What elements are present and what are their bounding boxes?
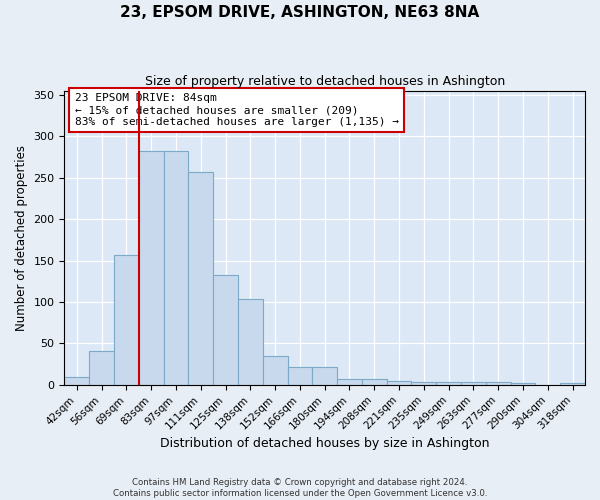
Y-axis label: Number of detached properties: Number of detached properties <box>15 144 28 330</box>
Bar <box>213 274 238 385</box>
Bar <box>486 382 511 385</box>
Bar <box>461 382 486 385</box>
Bar <box>64 376 89 385</box>
Bar <box>139 151 164 385</box>
Bar <box>560 383 585 385</box>
X-axis label: Distribution of detached houses by size in Ashington: Distribution of detached houses by size … <box>160 437 490 450</box>
Bar <box>287 368 313 385</box>
Text: 23 EPSOM DRIVE: 84sqm
← 15% of detached houses are smaller (209)
83% of semi-det: 23 EPSOM DRIVE: 84sqm ← 15% of detached … <box>75 94 399 126</box>
Bar <box>188 172 213 385</box>
Bar <box>263 356 287 385</box>
Bar <box>89 351 114 385</box>
Bar <box>362 379 386 385</box>
Title: Size of property relative to detached houses in Ashington: Size of property relative to detached ho… <box>145 75 505 88</box>
Bar <box>412 382 436 385</box>
Bar <box>313 366 337 385</box>
Bar <box>238 298 263 385</box>
Text: Contains HM Land Registry data © Crown copyright and database right 2024.
Contai: Contains HM Land Registry data © Crown c… <box>113 478 487 498</box>
Bar <box>386 380 412 385</box>
Bar <box>511 383 535 385</box>
Bar <box>337 379 362 385</box>
Text: 23, EPSOM DRIVE, ASHINGTON, NE63 8NA: 23, EPSOM DRIVE, ASHINGTON, NE63 8NA <box>121 5 479 20</box>
Bar <box>114 254 139 385</box>
Bar <box>164 151 188 385</box>
Bar <box>436 382 461 385</box>
